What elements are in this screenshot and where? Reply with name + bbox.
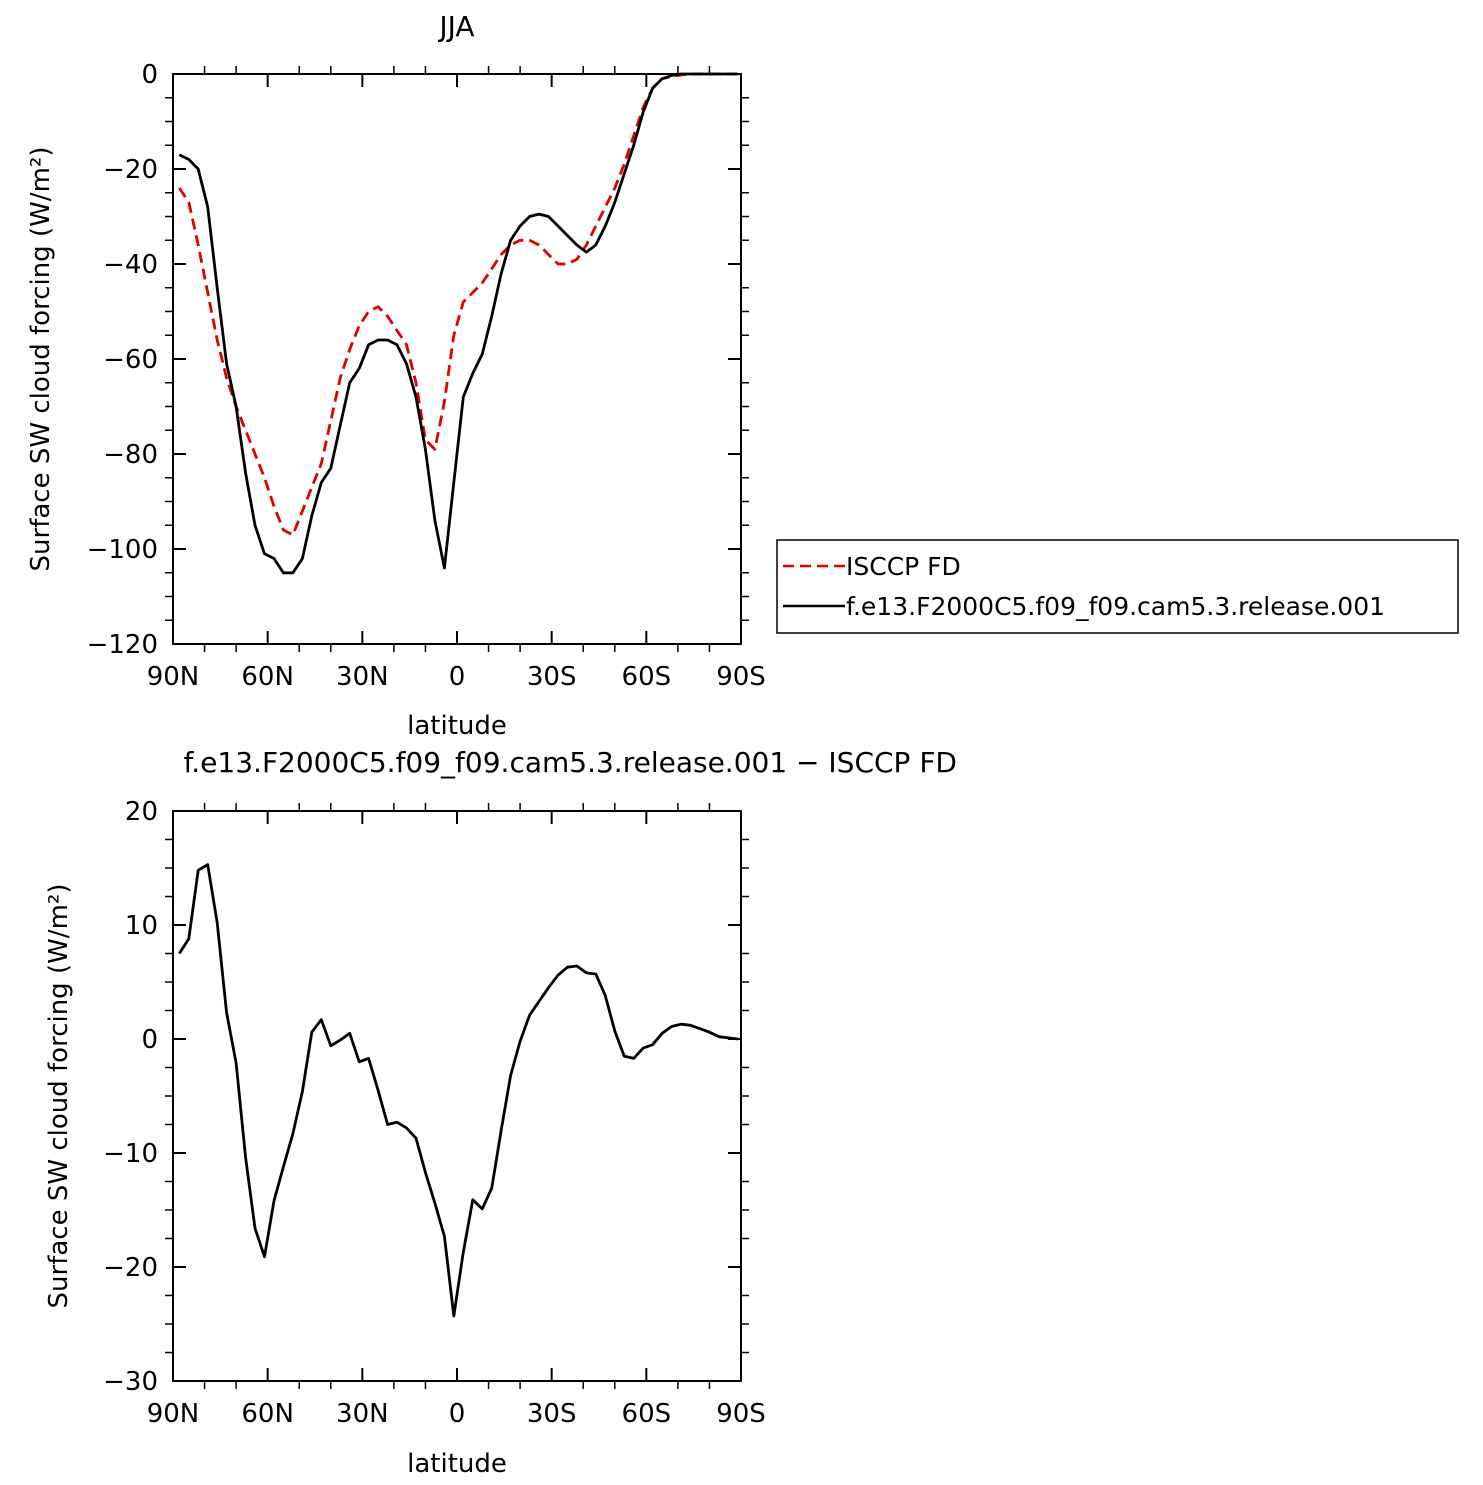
chart-bottom-x-tick-labels: 90N 60N 30N 0 30S 60S 90S [147, 1399, 766, 1429]
chart-bottom-series-line-0 [178, 863, 738, 1318]
chart-bottom-series-layer [178, 863, 738, 1318]
x-tick-label: 30N [336, 662, 389, 692]
y-tick-label: 10 [125, 911, 158, 941]
y-tick-label: 20 [125, 797, 158, 827]
y-tick-label: −60 [103, 345, 158, 375]
x-tick-label: 60S [622, 662, 672, 692]
y-tick-label: −10 [103, 1139, 158, 1169]
x-tick-label: 30S [527, 662, 577, 692]
x-tick-label: 90N [147, 1399, 200, 1429]
x-tick-label: 60N [241, 662, 294, 692]
chart-top-series-layer [178, 72, 738, 575]
x-tick-label: 30S [527, 1399, 577, 1429]
chart-bottom-frame [172, 810, 742, 1382]
chart-top-frame [172, 73, 742, 645]
chart-top-x-tick-labels: 90N 60N 30N 0 30S 60S 90S [147, 662, 766, 692]
legend-label-model: f.e13.F2000C5.f09_f09.cam5.3.release.001 [846, 592, 1385, 621]
x-tick-label: 90N [147, 662, 200, 692]
x-tick-label: 60N [241, 1399, 294, 1429]
chart-top-series-line-0 [178, 72, 738, 537]
y-tick-label: −30 [103, 1367, 158, 1397]
chart-bottom-title: f.e13.F2000C5.f09_f09.cam5.3.release.001… [183, 746, 957, 779]
legend-box [776, 539, 1459, 634]
x-tick-label: 60S [622, 1399, 672, 1429]
y-tick-label: −80 [103, 440, 158, 470]
x-tick-label: 90S [716, 1399, 766, 1429]
y-tick-label: −120 [87, 630, 158, 660]
x-tick-label: 0 [449, 1399, 466, 1429]
chart-top-series-line-1 [178, 72, 738, 575]
legend-label-isccp-fd: ISCCP FD [846, 552, 961, 581]
chart-top-x-axis-label: latitude [407, 711, 507, 741]
y-tick-label: −40 [103, 250, 158, 280]
y-tick-label: 0 [141, 1025, 158, 1055]
chart-bottom-y-tick-labels: 20 10 0 −10 −20 −30 [103, 797, 158, 1397]
y-tick-label: −100 [87, 535, 158, 565]
chart-top-legend: ISCCP FD f.e13.F2000C5.f09_f09.cam5.3.re… [776, 539, 1459, 634]
chart-bottom-y-axis-label: Surface SW cloud forcing (W/m²) [44, 884, 74, 1309]
chart-top: JJA 90N 60N 30N 0 30S 60S 90S 0 −20 −40 −60 −80 −10… [26, 10, 766, 741]
chart-top-ticks [165, 66, 749, 652]
y-tick-label: 0 [141, 60, 158, 90]
x-tick-label: 30N [336, 1399, 389, 1429]
x-tick-label: 0 [449, 662, 466, 692]
y-tick-label: −20 [103, 1253, 158, 1283]
chart-top-y-tick-labels: 0 −20 −40 −60 −80 −100 −120 [87, 60, 158, 660]
chart-bottom-x-axis-label: latitude [407, 1449, 507, 1479]
chart-bottom: f.e13.F2000C5.f09_f09.cam5.3.release.001… [44, 746, 957, 1479]
x-tick-label: 90S [716, 662, 766, 692]
chart-top-title: JJA [437, 10, 474, 43]
chart-top-y-axis-label: Surface SW cloud forcing (W/m²) [26, 147, 56, 572]
y-tick-label: −20 [103, 155, 158, 185]
